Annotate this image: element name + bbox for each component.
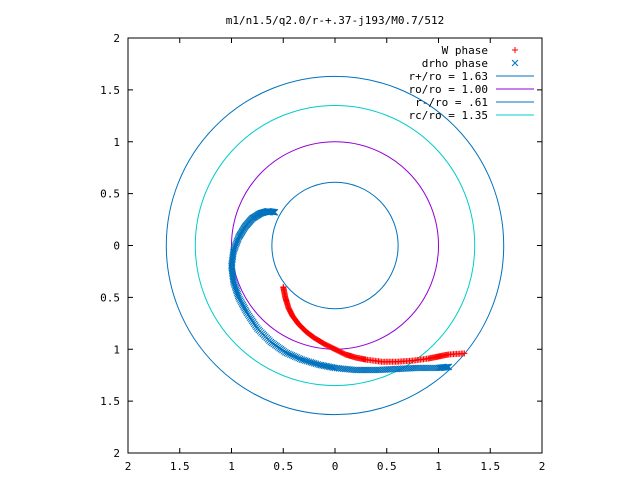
- reference-circle: [194, 104, 476, 387]
- y-tick-label: 0: [113, 240, 120, 253]
- legend-label: r-/ro = .61: [415, 96, 488, 109]
- chart-title: m1/n1.5/q2.0/r-+.37-j193/M0.7/512: [226, 14, 445, 27]
- legend-label: ro/ro = 1.00: [409, 83, 488, 96]
- data-point: [241, 304, 248, 312]
- data-point: [236, 295, 243, 303]
- data-point: [443, 363, 451, 371]
- reference-circle: [271, 181, 399, 310]
- series-drho-phase: [228, 207, 453, 374]
- legend-label: r+/ro = 1.63: [409, 70, 488, 83]
- x-tick-label: 1.5: [480, 460, 500, 473]
- data-point: [444, 363, 452, 371]
- data-point: [293, 354, 301, 361]
- data-point: [291, 353, 299, 361]
- data-point: [288, 351, 296, 359]
- x-tick-label: 2: [125, 460, 132, 473]
- legend-label: rc/ro = 1.35: [409, 109, 488, 122]
- data-point: [237, 298, 245, 306]
- data-point: [238, 300, 246, 307]
- reference-circle: [165, 75, 505, 416]
- y-tick-label: 2: [113, 32, 120, 45]
- legend-marker-swatch: [512, 47, 518, 53]
- data-point: [295, 354, 302, 362]
- data-point: [242, 308, 250, 315]
- x-tick-label: 2: [539, 460, 546, 473]
- x-tick-label: 1.5: [170, 460, 190, 473]
- data-point: [235, 294, 243, 301]
- y-tick-label: 1.5: [100, 84, 120, 97]
- x-tick-label: 1: [435, 460, 442, 473]
- x-tick-label: 0.5: [377, 460, 397, 473]
- y-tick-label: 1: [113, 343, 120, 356]
- data-point: [511, 59, 519, 67]
- series-w-phase: [280, 284, 468, 365]
- y-tick-label: 2: [113, 447, 120, 460]
- reference-circle: [231, 141, 439, 350]
- y-tick-label: 1.5: [100, 395, 120, 408]
- data-point: [461, 350, 468, 357]
- data-point: [512, 47, 518, 53]
- x-tick-label: 0.5: [273, 460, 293, 473]
- data-point: [286, 351, 294, 358]
- x-tick-label: 1: [228, 460, 235, 473]
- data-point: [242, 306, 249, 314]
- legend-label: drho phase: [422, 57, 488, 70]
- data-point: [445, 363, 453, 371]
- x-tick-label: 0: [332, 460, 339, 473]
- data-point: [285, 350, 292, 358]
- legend-label: W phase: [442, 44, 488, 57]
- y-tick-label: 1: [113, 136, 120, 149]
- data-point: [283, 349, 291, 357]
- data-point: [239, 301, 247, 309]
- data-point: [290, 352, 297, 360]
- legend-marker-swatch: [511, 59, 519, 67]
- data-point: [237, 297, 244, 304]
- y-tick-label: 0.5: [100, 291, 120, 304]
- data-point: [281, 349, 289, 356]
- data-point: [240, 303, 248, 311]
- y-tick-label: 0.5: [100, 188, 120, 201]
